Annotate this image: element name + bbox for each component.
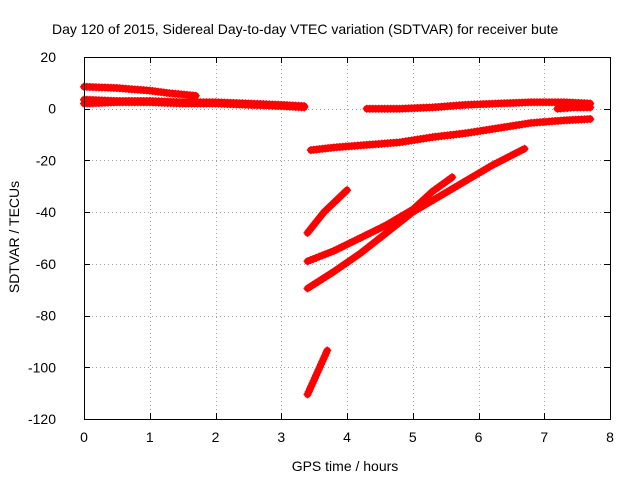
data-point — [448, 173, 457, 182]
y-tick-label: -120 — [28, 411, 56, 427]
y-tick-label: 20 — [40, 49, 56, 65]
data-point — [300, 103, 309, 112]
series-8 — [303, 173, 457, 266]
y-tick-label: -20 — [36, 152, 56, 168]
x-tick-label: 4 — [343, 429, 351, 445]
x-tick-labels: 0 1 2 3 4 5 6 7 8 — [80, 429, 614, 445]
x-tick-label: 3 — [277, 429, 285, 445]
data-point — [520, 144, 529, 153]
y-tick-labels: -120 -100 -80 -60 -40 -20 0 20 — [28, 49, 56, 427]
grid-lines — [84, 57, 610, 419]
axis-ticks — [84, 57, 611, 420]
x-axis-title: GPS time / hours — [292, 458, 399, 474]
y-tick-label: -60 — [36, 256, 56, 272]
data-point — [586, 115, 595, 124]
series-3 — [80, 98, 309, 112]
y-tick-label: -100 — [28, 359, 56, 375]
x-tick-label: 0 — [80, 429, 88, 445]
data-point — [191, 91, 200, 100]
y-tick-label: -80 — [36, 308, 56, 324]
series-5 — [553, 103, 595, 113]
series-7 — [303, 186, 351, 237]
series-trace — [304, 145, 529, 292]
data-series — [80, 82, 595, 399]
series-1 — [80, 82, 200, 100]
y-axis-title: SDTVAR / TECUs — [6, 181, 22, 293]
x-tick-label: 5 — [409, 429, 417, 445]
x-tick-label: 8 — [606, 429, 614, 445]
data-point — [343, 186, 351, 195]
x-tick-label: 2 — [212, 429, 220, 445]
series-6 — [306, 115, 595, 155]
y-tick-label: 0 — [48, 101, 56, 117]
y-tick-label: -40 — [36, 204, 56, 220]
chart-title: Day 120 of 2015, Sidereal Day-to-day VTE… — [52, 21, 559, 37]
series-9 — [303, 144, 529, 293]
x-tick-label: 6 — [475, 429, 483, 445]
series-10 — [303, 346, 332, 399]
data-point — [586, 103, 595, 112]
series-4 — [362, 98, 595, 113]
x-tick-label: 1 — [146, 429, 154, 445]
data-point — [323, 346, 332, 355]
x-tick-label: 7 — [540, 429, 548, 445]
